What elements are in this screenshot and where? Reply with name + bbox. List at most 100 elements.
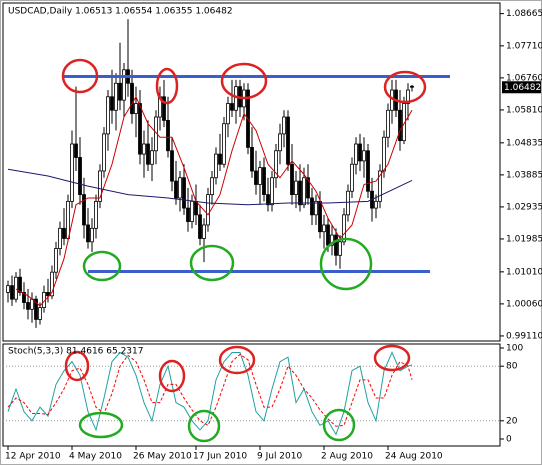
candle-body [102, 133, 106, 172]
x-tick-label: 24 Aug 2010 [385, 452, 443, 462]
candle-body [94, 200, 98, 229]
candle-body [34, 298, 38, 320]
candle-body [174, 180, 178, 199]
candle-body [58, 227, 62, 249]
candle-body [310, 197, 314, 216]
candle-body [134, 103, 138, 115]
candle-body [302, 177, 306, 206]
series-line [15, 95, 413, 307]
y-tick-label: 1.02935 [506, 202, 542, 212]
series-line [7, 168, 413, 206]
candle-body [190, 200, 194, 222]
candle-body [162, 96, 166, 121]
candle-body [166, 119, 170, 152]
candle-body [318, 200, 322, 233]
candle-body [18, 276, 22, 293]
candle-body [342, 214, 346, 243]
circle [383, 70, 427, 104]
candle-body [274, 150, 278, 179]
candle-body [194, 200, 198, 216]
candle-body [294, 180, 298, 196]
circle [158, 359, 186, 393]
x-tick-label: 12 Apr 2010 [5, 452, 61, 462]
candle-body [202, 224, 206, 239]
candle-body [142, 143, 146, 155]
candle-body [90, 227, 94, 243]
candle-body [130, 82, 134, 115]
candle-body [378, 170, 382, 202]
circle [373, 344, 411, 372]
series-line [7, 351, 413, 436]
candle-body [258, 167, 262, 185]
candle-body [10, 285, 14, 300]
circle [218, 345, 256, 375]
circle [78, 411, 124, 439]
price-tag [502, 81, 541, 94]
candle-body [38, 307, 42, 320]
candle-body [334, 234, 338, 256]
circle [64, 350, 90, 382]
candle-body [210, 177, 214, 196]
y-tick-label: 1.01985 [506, 234, 542, 244]
candle-body [178, 177, 182, 199]
candle-body [270, 177, 274, 206]
y-tick-label: 80 [506, 362, 518, 372]
candle-body [114, 82, 118, 111]
circle [189, 244, 235, 282]
candle-body [78, 157, 82, 196]
y-tick-label: 1.03885 [506, 170, 542, 180]
y-tick-label: 1.06760 [506, 73, 542, 83]
candle-body [98, 170, 102, 202]
candle-body [186, 207, 190, 222]
candle-body [170, 150, 174, 182]
candle-body [222, 123, 226, 165]
candle-body [358, 143, 362, 162]
candle-body [346, 190, 350, 216]
candle-body [50, 271, 54, 297]
y-tick-label: 0.99110 [506, 331, 542, 341]
x-tick-label: 2 Aug 2010 [321, 452, 373, 462]
candle-body [282, 116, 286, 135]
candle-body [206, 194, 210, 226]
candle-body [230, 103, 234, 111]
candle-body [374, 200, 378, 209]
circle [187, 409, 221, 443]
candle-body [138, 103, 142, 155]
candle-body [214, 153, 218, 179]
candle-body [266, 194, 270, 206]
x-tick-label: 9 Jul 2010 [257, 452, 302, 462]
main-title: USDCAD,Daily 1.06513 1.06554 1.06355 1.0… [8, 7, 233, 17]
candle-body [326, 224, 330, 246]
candle-body [314, 200, 318, 216]
candle-body [278, 133, 282, 152]
candle-body [350, 163, 354, 192]
candle-body [330, 234, 334, 246]
candle-body [410, 85, 414, 88]
candle-body [26, 302, 30, 310]
y-tick-label: 1.07710 [506, 41, 542, 51]
x-tick-label: 17 Jun 2010 [193, 452, 247, 462]
circle [82, 250, 122, 282]
y-tick-label: 1.08665 [506, 9, 542, 19]
candle-body [22, 292, 26, 303]
candle-body [298, 180, 302, 206]
candle-body [366, 150, 370, 192]
y-tick-label: 20 [506, 416, 518, 426]
candle-body [146, 143, 150, 165]
candle-body [14, 276, 18, 300]
candle-body [150, 150, 154, 165]
candle-body [6, 285, 10, 293]
candle-body [66, 200, 70, 239]
candle-body [382, 136, 386, 172]
candle-body [54, 248, 58, 273]
candle-body [218, 153, 222, 165]
y-tick-label: 1.00060 [506, 299, 542, 309]
circle [220, 62, 268, 100]
candle-body [46, 292, 50, 297]
candle-body [182, 177, 186, 209]
y-tick-label: 1.05810 [506, 105, 542, 115]
candle-body [290, 163, 294, 196]
candle-body [118, 82, 122, 101]
candle-body [122, 69, 126, 101]
